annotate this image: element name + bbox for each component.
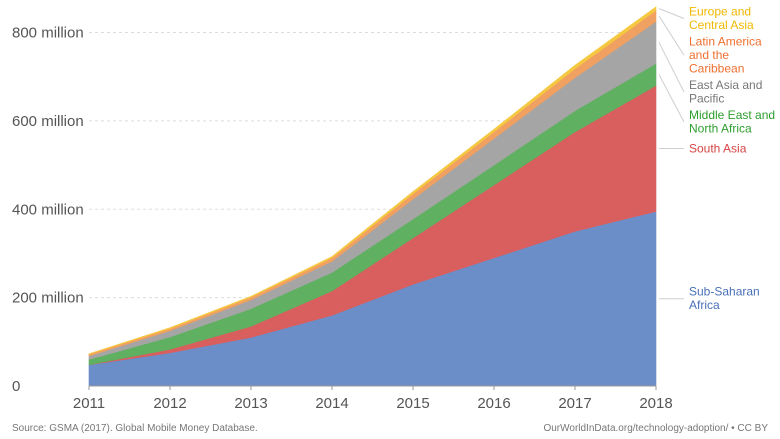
legend-label-east-asia-and-pacific: Pacific [689, 92, 724, 106]
legend-connector [658, 74, 685, 123]
legend-label-latin-america-and-the-caribbean: Latin America [689, 35, 762, 49]
legend-label-latin-america-and-the-caribbean: Caribbean [689, 62, 744, 76]
legend-label-middle-east-and-north-africa: North Africa [689, 122, 752, 136]
x-tick-label: 2014 [315, 395, 348, 412]
x-tick-label: 2016 [477, 395, 510, 412]
legend-label-europe-and-central-asia: Central Asia [689, 18, 754, 32]
legend-connector [658, 8, 685, 19]
legend-label-middle-east-and-north-africa: Middle East and [689, 108, 775, 122]
x-tick-label: 2015 [396, 395, 429, 412]
legend-label-sub-saharan-africa: Sub-Saharan [689, 285, 760, 299]
legend-label-sub-saharan-africa: Africa [689, 298, 720, 312]
x-tick-label: 2013 [234, 395, 267, 412]
legend-connector [658, 42, 685, 93]
x-tick-label: 2017 [558, 395, 591, 412]
legend-label-east-asia-and-pacific: East Asia and [689, 78, 762, 92]
x-tick-label: 2011 [73, 395, 105, 412]
y-tick-label: 800 million [12, 25, 84, 42]
x-tick-label: 2012 [153, 395, 186, 412]
area-europe-and-central-asia [88, 6, 657, 355]
y-tick-label: 400 million [12, 201, 84, 218]
legend-connector [658, 15, 685, 56]
y-tick-label: 0 [12, 378, 20, 395]
source-note: Source: GSMA (2017). Global Mobile Money… [12, 423, 258, 434]
legend-label-latin-america-and-the-caribbean: and the [689, 48, 729, 62]
x-tick-label: 2018 [639, 395, 672, 412]
area-series [88, 6, 657, 387]
legend-label-south-asia: South Asia [689, 141, 747, 155]
x-axis-ticks: 2011 2012 2013 2014 2015 2016 2017 2018 [73, 386, 673, 412]
y-tick-label: 200 million [12, 290, 84, 307]
legend-label-europe-and-central-asia: Europe and [689, 5, 751, 19]
y-axis-ticks: 0 200 million 400 million 600 million 800 mi… [12, 25, 84, 395]
credit-note: OurWorldInData.org/technology-adoption/ … [543, 423, 768, 434]
y-tick-label: 600 million [12, 113, 84, 130]
